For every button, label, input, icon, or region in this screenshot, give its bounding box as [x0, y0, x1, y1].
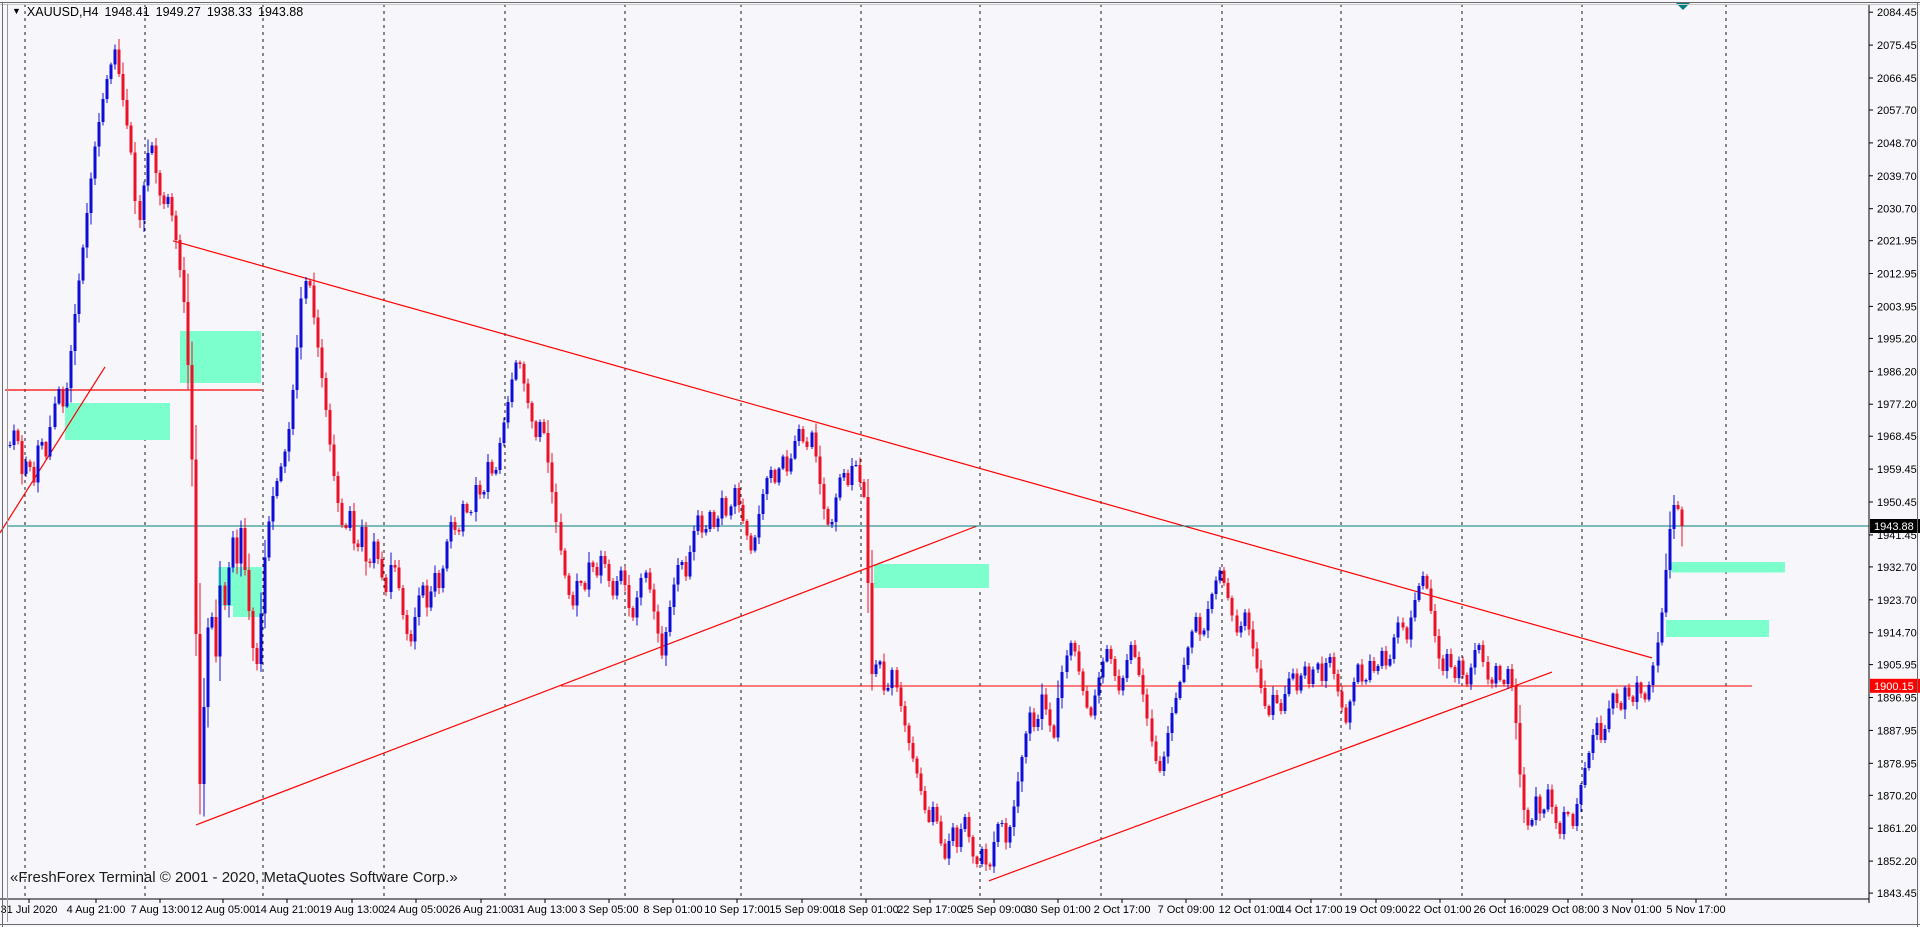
quote-high: 1949.27 — [155, 5, 201, 19]
svg-text:2057.70: 2057.70 — [1877, 105, 1917, 117]
svg-text:31 Aug 13:00: 31 Aug 13:00 — [513, 904, 578, 916]
svg-text:25 Sep 09:00: 25 Sep 09:00 — [961, 904, 1026, 916]
quote-low: 1938.33 — [206, 5, 253, 19]
svg-text:3 Nov 01:00: 3 Nov 01:00 — [1602, 904, 1661, 916]
svg-text:2066.45: 2066.45 — [1877, 73, 1917, 85]
svg-text:4 Aug 21:00: 4 Aug 21:00 — [67, 904, 126, 916]
svg-text:19 Aug 13:00: 19 Aug 13:00 — [320, 904, 385, 916]
svg-text:2075.45: 2075.45 — [1877, 40, 1917, 52]
svg-text:24 Aug 05:00: 24 Aug 05:00 — [384, 904, 449, 916]
svg-text:12 Oct 01:00: 12 Oct 01:00 — [1219, 904, 1282, 916]
ascending-triangle — [195, 525, 978, 826]
svg-text:1861.20: 1861.20 — [1877, 823, 1917, 835]
svg-text:19 Oct 09:00: 19 Oct 09:00 — [1345, 904, 1408, 916]
svg-text:1887.95: 1887.95 — [1877, 725, 1917, 737]
svg-text:22 Sep 17:00: 22 Sep 17:00 — [897, 904, 962, 916]
demand-zone-3 — [1671, 562, 1785, 573]
svg-text:2084.45: 2084.45 — [1877, 7, 1917, 19]
quote-close: 1943.88 — [258, 5, 304, 19]
window-border-right — [1917, 2, 1918, 927]
svg-text:29 Oct 08:00: 29 Oct 08:00 — [1537, 904, 1600, 916]
window-border-left — [2, 2, 3, 927]
svg-text:26 Oct 16:00: 26 Oct 16:00 — [1474, 904, 1537, 916]
supply-zone-2 — [65, 403, 170, 440]
svg-text:22 Oct 01:00: 22 Oct 01:00 — [1409, 904, 1472, 916]
svg-text:26 Aug 21:00: 26 Aug 21:00 — [449, 904, 514, 916]
svg-text:1950.45: 1950.45 — [1877, 497, 1917, 509]
svg-text:30 Sep 01:00: 30 Sep 01:00 — [1025, 904, 1090, 916]
svg-text:3 Sep 05:00: 3 Sep 05:00 — [579, 904, 638, 916]
svg-text:1959.45: 1959.45 — [1877, 464, 1917, 476]
window-border-left-inner — [7, 4, 8, 922]
candlesticks — [8, 39, 1684, 873]
demand-zone-2 — [874, 563, 989, 589]
svg-text:2003.95: 2003.95 — [1877, 301, 1917, 313]
svg-text:1914.70: 1914.70 — [1877, 628, 1917, 640]
svg-text:1977.20: 1977.20 — [1877, 399, 1917, 411]
svg-text:1932.70: 1932.70 — [1877, 562, 1917, 574]
svg-text:2039.70: 2039.70 — [1877, 171, 1917, 183]
svg-text:1852.20: 1852.20 — [1877, 856, 1917, 868]
svg-text:7 Oct 09:00: 7 Oct 09:00 — [1158, 904, 1215, 916]
svg-text:1995.20: 1995.20 — [1877, 333, 1917, 345]
symbol-dropdown-icon[interactable]: ▼ — [12, 6, 21, 16]
svg-text:1896.95: 1896.95 — [1877, 693, 1917, 705]
price-axis[interactable]: 2084.45 2075.45 2066.45 2057.70 2048.70 2039.… — [1869, 7, 1920, 900]
demand-zone-4 — [1666, 619, 1769, 637]
ascending-lows — [988, 671, 1553, 882]
trendlines[interactable] — [0, 240, 1653, 882]
window-border-top-inner — [0, 4, 1920, 5]
svg-text:2048.70: 2048.70 — [1877, 138, 1917, 150]
svg-text:1923.70: 1923.70 — [1877, 595, 1917, 607]
svg-text:1986.20: 1986.20 — [1877, 366, 1917, 378]
current-price-label: 1943.88 — [1870, 519, 1920, 533]
terminal-watermark: «FreshForex Terminal © 2001 - 2020, Meta… — [10, 869, 458, 886]
svg-text:18 Sep 01:00: 18 Sep 01:00 — [833, 904, 898, 916]
svg-text:2021.95: 2021.95 — [1877, 236, 1917, 248]
svg-text:1843.45: 1843.45 — [1877, 888, 1917, 900]
week-separator-gridlines — [24, 4, 1727, 899]
svg-text:2 Oct 17:00: 2 Oct 17:00 — [1094, 904, 1151, 916]
svg-text:1943.88: 1943.88 — [1874, 521, 1914, 533]
symbol-label[interactable]: XAUUSD,H4 — [26, 5, 99, 19]
svg-text:2030.70: 2030.70 — [1877, 204, 1917, 216]
axes-frame — [0, 4, 1870, 903]
support-level-label: 1900.15 — [1870, 678, 1920, 693]
svg-text:2012.95: 2012.95 — [1877, 269, 1917, 281]
svg-text:7 Aug 13:00: 7 Aug 13:00 — [131, 904, 190, 916]
left-steep-ascending — [0, 366, 106, 534]
svg-text:1968.45: 1968.45 — [1877, 431, 1917, 443]
svg-text:1900.15: 1900.15 — [1874, 681, 1914, 693]
svg-text:1870.20: 1870.20 — [1877, 790, 1917, 802]
svg-text:31 Jul 2020: 31 Jul 2020 — [1, 904, 58, 916]
svg-text:12 Aug 05:00: 12 Aug 05:00 — [191, 904, 256, 916]
time-axis[interactable]: 31 Jul 2020 4 Aug 21:00 7 Aug 13:00 12 Aug … — [1, 899, 1726, 916]
window-border-bottom — [0, 924, 1920, 925]
svg-text:5 Nov 17:00: 5 Nov 17:00 — [1666, 904, 1725, 916]
svg-text:1905.95: 1905.95 — [1877, 660, 1917, 672]
svg-text:8 Sep 01:00: 8 Sep 01:00 — [643, 904, 702, 916]
chart-header: ▼ XAUUSD,H4 1948.41 1949.27 1938.33 1943.88 — [12, 5, 309, 19]
svg-text:10 Sep 17:00: 10 Sep 17:00 — [704, 904, 769, 916]
svg-text:14 Oct 17:00: 14 Oct 17:00 — [1280, 904, 1343, 916]
long-descending — [172, 240, 1653, 659]
svg-text:14 Aug 21:00: 14 Aug 21:00 — [255, 904, 320, 916]
svg-text:1878.95: 1878.95 — [1877, 758, 1917, 770]
window-border-top — [0, 2, 1920, 3]
svg-text:15 Sep 09:00: 15 Sep 09:00 — [769, 904, 834, 916]
quote-open: 1948.41 — [104, 5, 150, 19]
